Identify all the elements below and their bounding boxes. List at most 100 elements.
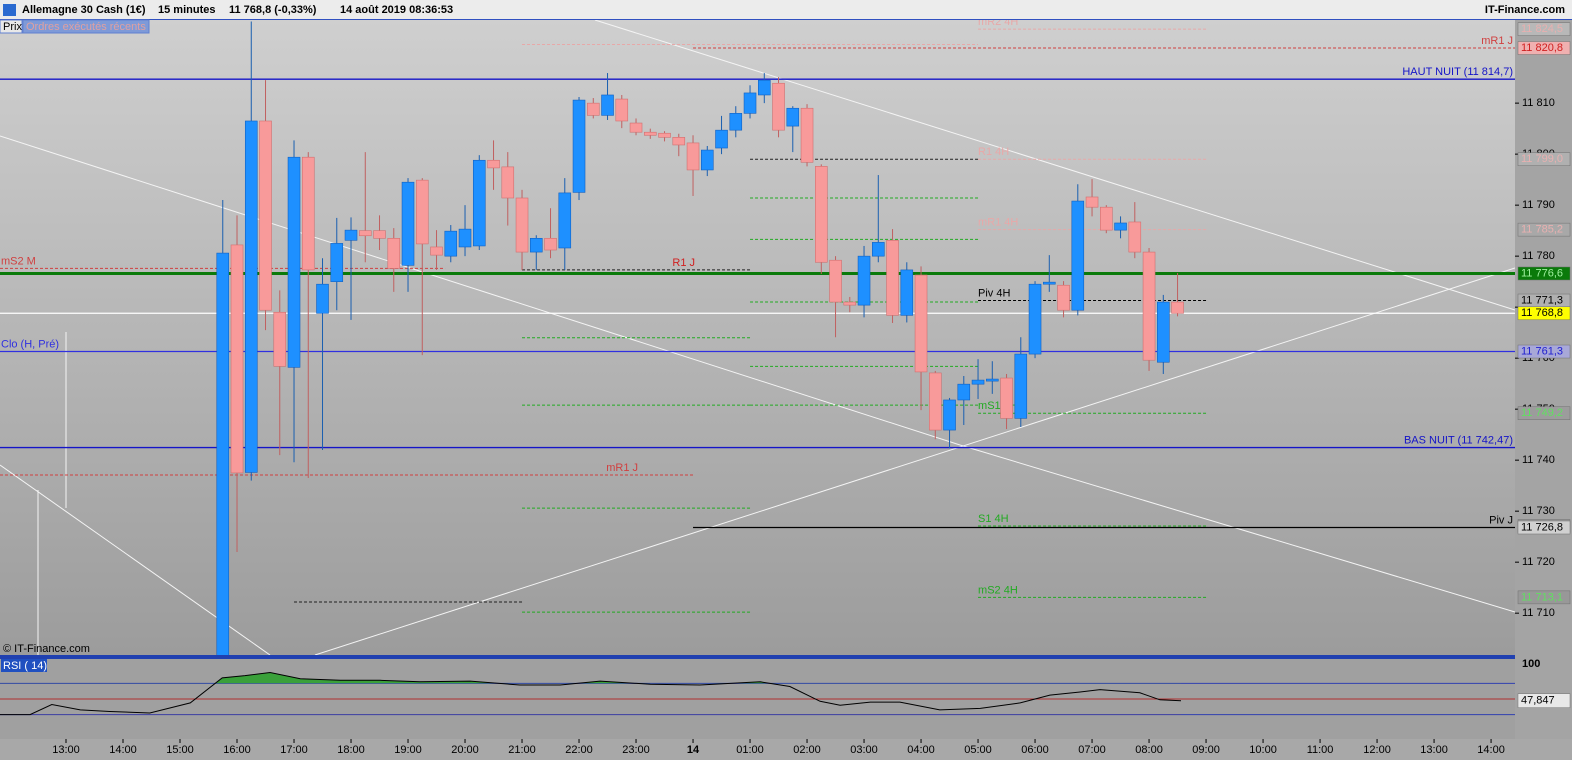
candle-body <box>330 243 344 282</box>
level-label: Piv 4H <box>978 287 1010 299</box>
candle-body <box>373 230 386 239</box>
price-tag <box>1517 406 1571 420</box>
x-tick-label: 21:00 <box>508 744 536 756</box>
level-label: R1 4H <box>978 146 1009 158</box>
instrument: Allemagne 30 Cash (1€) <box>22 4 146 16</box>
y-tick-label: 11 720 <box>1522 556 1555 568</box>
tab-price-label: Prix <box>3 21 22 33</box>
candle-body <box>472 159 486 247</box>
price-tag <box>1517 344 1571 359</box>
price-tag-label: 11 726,8 <box>1521 521 1563 533</box>
x-tick-label: 20:00 <box>451 744 479 756</box>
candle-body <box>843 301 857 306</box>
level-label: mR1 4H <box>978 217 1018 229</box>
level-label: S1 4H <box>978 513 1009 525</box>
candle-body <box>800 107 814 163</box>
price-tag <box>1517 222 1571 237</box>
candle-body <box>259 120 272 311</box>
rsi-overbought-fill <box>0 672 1181 684</box>
x-tick-label: 13:00 <box>1420 744 1448 756</box>
period: 15 minutes <box>158 4 215 16</box>
plot: HAUT NUIT (11 814,7) BAS NUIT (11 742,47)… <box>0 16 1515 655</box>
x-tick-label: 05:00 <box>964 744 992 756</box>
level-label: mS2 M <box>1 255 36 267</box>
candle-body <box>757 79 771 96</box>
price-tag-label: 11 713,1 <box>1521 591 1563 603</box>
candle-body <box>1142 251 1156 361</box>
copyright: © IT-Finance.com <box>3 643 90 655</box>
candle-body <box>430 246 443 256</box>
trend-line <box>314 267 1515 655</box>
level-label: Piv J <box>1489 514 1513 526</box>
candle-body <box>1100 206 1113 231</box>
price-tag <box>1517 590 1571 605</box>
candle-body <box>458 228 472 248</box>
candle-body <box>829 259 842 303</box>
candle-body <box>815 166 828 263</box>
candle-body <box>487 159 500 169</box>
level-label: mS2 4H <box>978 584 1018 596</box>
price-tag-label: 11 776,6 <box>1521 267 1563 279</box>
candle-body <box>1043 281 1056 285</box>
price-tag-label: 11 785,2 <box>1521 224 1563 236</box>
price-tag-label: 11 749,2 <box>1521 407 1563 419</box>
candle-body <box>1028 283 1042 355</box>
candle-body <box>857 255 871 306</box>
candle-body <box>986 378 999 382</box>
price-axis <box>1515 20 1572 740</box>
price-tag-label: 11 820,8 <box>1521 42 1563 54</box>
x-tick-label: 04:00 <box>907 744 935 756</box>
level-label: Clo (H, Pré) <box>1 338 59 350</box>
tab-orders[interactable] <box>22 19 150 34</box>
x-tick-label: 10:00 <box>1249 744 1277 756</box>
level-label: BAS NUIT (11 742,47) <box>1404 434 1513 446</box>
candle-body <box>529 237 543 253</box>
x-tick-label: 14:00 <box>1477 744 1505 756</box>
app-icon[interactable] <box>3 4 16 16</box>
y-tick-label: 11 710 <box>1522 607 1555 619</box>
candle-body <box>729 113 743 131</box>
y-tick-label: 11 740 <box>1522 454 1555 466</box>
candle-body <box>401 181 415 266</box>
x-tick-label: 19:00 <box>394 744 422 756</box>
rsi-tick-label: 100 <box>1522 658 1540 670</box>
candle-body <box>444 230 458 257</box>
price-tag <box>1517 22 1571 36</box>
trend-line <box>959 444 1515 613</box>
price-tag <box>1517 41 1571 55</box>
price-tag <box>1517 520 1571 535</box>
candle-body <box>1085 196 1099 208</box>
candle-body <box>643 131 657 136</box>
trend-line <box>594 20 1515 311</box>
candle-body <box>230 244 244 474</box>
candle-body <box>601 94 614 116</box>
candle-body <box>1114 222 1127 231</box>
candle-body <box>1000 377 1013 419</box>
x-tick-label: 18:00 <box>337 744 365 756</box>
tab-orders-label: Ordres exécutés récents <box>26 21 146 33</box>
tab-price[interactable] <box>0 19 23 34</box>
candle-body <box>1014 353 1028 419</box>
x-tick-label: 01:00 <box>736 744 764 756</box>
rsi-label-box <box>1 659 47 672</box>
level-label: HAUT NUIT (11 814,7) <box>1402 66 1513 78</box>
candle-body <box>1171 301 1184 314</box>
price-tag-label: 11 824,5 <box>1521 23 1563 35</box>
level-label: mR2 4H <box>978 16 1018 28</box>
candle-body <box>1071 200 1085 311</box>
level-label: mR1 J <box>1481 35 1513 47</box>
candle-body <box>743 92 757 114</box>
price-tag <box>1517 266 1571 281</box>
panel-separator <box>0 655 1515 659</box>
price-tag-label: 11 768,8 <box>1521 307 1563 319</box>
rsi <box>0 671 1515 716</box>
y-tick-label: 11 810 <box>1522 97 1555 109</box>
x-tick-label: 12:00 <box>1363 744 1391 756</box>
x-tick-label: 02:00 <box>793 744 821 756</box>
candle-body <box>929 372 942 431</box>
candle-body <box>672 137 686 146</box>
candle-body <box>943 399 956 431</box>
candle-body <box>700 149 714 171</box>
rsi-current-tag <box>1517 693 1571 708</box>
